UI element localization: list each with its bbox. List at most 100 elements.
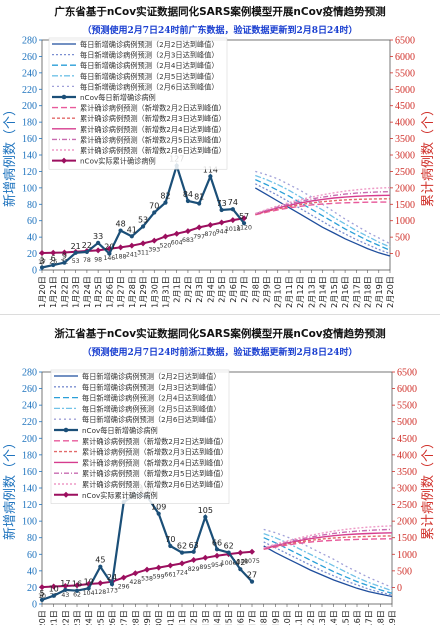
cumulative-data-label: 1120	[236, 224, 252, 231]
x-tick-label: 1月31日	[160, 276, 170, 308]
chart-legend: 每日新增确诊病例预测（2月2日达到峰值） 每日新增确诊病例预测（2月3日达到峰值）…	[50, 369, 230, 504]
cumulative-data-label: 173	[106, 588, 118, 595]
x-tick-label: 2月15日	[340, 610, 350, 625]
daily-data-label: 62	[224, 542, 234, 551]
legend-label: 每日新增确诊病例预测（2月6日达到峰值）	[82, 415, 221, 424]
actual-daily-point	[118, 228, 123, 233]
legend-label: 每日新增确诊病例预测（2月4日达到峰值）	[82, 394, 221, 403]
actual-daily-point	[62, 260, 67, 265]
actual-cumulative-point	[190, 556, 197, 563]
right-tick-label: 2000	[395, 183, 415, 194]
cumulative-data-label: 1048	[232, 559, 248, 566]
cumulative-data-label: 98	[94, 256, 102, 263]
cumulative-data-label: 661	[164, 572, 176, 579]
cumulative-data-label: 26	[49, 259, 57, 266]
left-tick-label: 20	[27, 249, 37, 260]
actual-cumulative-point	[97, 580, 104, 587]
x-tick-label: 2月14日	[329, 610, 339, 625]
legend-label: 累计确诊病例预测（新增数2月6日达到峰值）	[80, 146, 226, 155]
right-tick-label: 4000	[395, 118, 415, 129]
actual-cumulative-point	[184, 228, 191, 235]
legend-label: 每日新增确诊病例预测（2月3日达到峰值）	[82, 383, 221, 392]
x-tick-label: 2月14日	[318, 276, 328, 308]
daily-data-label: 22	[82, 241, 92, 250]
cumulative-prediction-line-5	[263, 525, 393, 549]
daily-data-label: 9	[62, 252, 67, 261]
cumulative-data-label: 870	[204, 231, 216, 238]
x-tick-label: 2月13日	[306, 276, 316, 308]
cumulative-prediction-line-4	[263, 528, 393, 549]
daily-prediction-line-4	[255, 174, 391, 248]
daily-data-label: 33	[93, 232, 103, 241]
chart-title: 浙江省基于nCov实证数据同化SARS案例模型开展nCov疫情趋势预测	[54, 328, 386, 340]
actual-cumulative-point	[173, 230, 180, 237]
x-tick-label: 2月16日	[340, 276, 350, 308]
legend-box	[48, 37, 228, 170]
actual-daily-point	[230, 207, 235, 212]
x-tick-label: 2月5日	[224, 610, 234, 625]
cumulative-data-label: 1075	[244, 558, 260, 565]
left-tick-label: 240	[22, 68, 37, 79]
left-tick-label: 240	[22, 401, 37, 412]
x-tick-label: 2月18日	[375, 610, 385, 625]
left-tick-label: 80	[27, 533, 37, 544]
daily-prediction-line-1	[263, 545, 393, 598]
actual-cumulative-point	[95, 247, 102, 254]
daily-prediction-line-3	[255, 179, 391, 251]
actual-daily-point	[109, 582, 115, 587]
cumulative-prediction-line-4	[255, 190, 391, 215]
x-tick-label: 1月22日	[60, 610, 70, 625]
actual-cumulative-point	[218, 219, 225, 226]
actual-daily-point	[63, 587, 68, 593]
daily-data-label: 73	[217, 199, 227, 208]
cumulative-data-label: 43	[61, 592, 69, 599]
cumulative-data-label: 62	[73, 591, 81, 598]
actual-cumulative-point	[167, 562, 174, 569]
legend-label: nCov实际累计确诊病例	[80, 157, 156, 166]
daily-data-label: 109	[151, 503, 166, 512]
actual-cumulative-point	[155, 564, 162, 571]
x-tick-label: 2月5日	[217, 276, 227, 303]
actual-daily-point	[168, 543, 173, 549]
chart-legend: 每日新增确诊病例预测（2月2日达到峰值） 每日新增确诊病例预测（2月3日达到峰值）…	[48, 37, 228, 170]
cumulative-data-label: 683	[182, 237, 194, 244]
x-tick-label: 2月13日	[317, 610, 327, 625]
left-tick-label: 0	[32, 266, 37, 277]
daily-data-label: 19	[84, 577, 94, 586]
x-tick-label: 1月24日	[84, 610, 94, 625]
x-tick-label: 2月7日	[247, 610, 257, 625]
left-tick-label: 60	[27, 550, 37, 561]
daily-data-label: 20	[104, 243, 114, 252]
right-tick-label: 3000	[395, 151, 415, 162]
actual-cumulative-point	[132, 570, 139, 577]
left-tick-label: 100	[22, 183, 37, 194]
x-tick-label: 1月21日	[49, 610, 59, 625]
left-tick-label: 220	[22, 417, 37, 428]
right-axis-title: 累计病例数（个）	[421, 103, 436, 207]
x-tick-label: 1月26日	[104, 276, 114, 308]
daily-data-label: 17	[60, 579, 70, 588]
x-tick-label: 1月22日	[59, 276, 69, 308]
actual-daily-point	[219, 207, 224, 213]
actual-daily-point	[191, 549, 196, 554]
x-tick-label: 1月26日	[107, 610, 117, 625]
x-tick-label: 2月2日	[183, 276, 193, 303]
cumulative-data-label: 895	[199, 564, 211, 571]
right-tick-label: 3500	[395, 134, 415, 145]
cumulative-data-label: 188	[115, 253, 127, 260]
left-tick-label: 80	[27, 200, 37, 211]
left-tick-label: 140	[22, 151, 37, 162]
actual-daily-point	[203, 514, 208, 520]
left-tick-label: 260	[22, 52, 37, 63]
x-tick-label: 2月19日	[374, 276, 384, 308]
left-tick-label: 260	[22, 384, 37, 395]
legend-marker	[61, 157, 67, 164]
left-tick-label: 180	[22, 118, 37, 129]
left-tick-label: 40	[27, 566, 37, 577]
actual-daily-point	[214, 547, 220, 552]
actual-cumulative-point	[207, 221, 214, 228]
right-tick-label: 6500	[395, 36, 415, 47]
x-tick-label: 2月11日	[294, 610, 304, 625]
actual-daily-point	[179, 550, 185, 555]
daily-data-label: 70	[149, 202, 159, 211]
